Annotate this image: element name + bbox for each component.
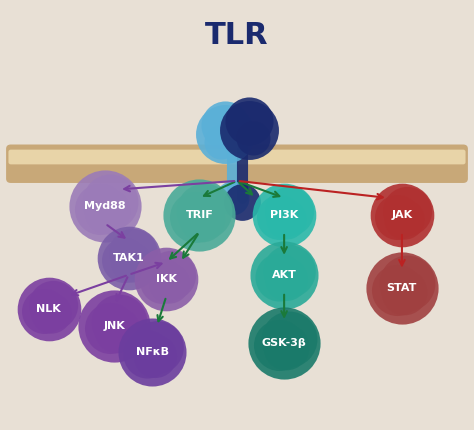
- Point: [401, 289, 408, 295]
- Point: [45, 306, 52, 313]
- Text: IKK: IKK: [156, 274, 177, 284]
- Point: [403, 280, 410, 287]
- Point: [245, 126, 253, 133]
- Point: [398, 212, 406, 218]
- Point: [106, 199, 114, 206]
- Point: [280, 212, 288, 218]
- Point: [401, 216, 408, 223]
- Point: [221, 130, 229, 137]
- Point: [144, 350, 151, 357]
- Point: [217, 139, 224, 146]
- Point: [285, 335, 292, 342]
- Point: [228, 194, 236, 201]
- Point: [163, 276, 170, 283]
- Text: JAK: JAK: [392, 210, 412, 220]
- Text: NFκB: NFκB: [136, 347, 169, 357]
- Point: [283, 344, 290, 351]
- Point: [113, 327, 120, 334]
- Point: [165, 280, 173, 287]
- Point: [403, 207, 410, 214]
- Point: [148, 348, 156, 355]
- Point: [275, 214, 283, 221]
- Point: [101, 203, 109, 210]
- Text: AKT: AKT: [272, 270, 297, 280]
- Point: [115, 318, 123, 325]
- Point: [111, 322, 118, 329]
- Point: [250, 135, 257, 141]
- Point: [280, 271, 288, 278]
- Point: [191, 214, 199, 221]
- Point: [238, 199, 246, 206]
- Point: [200, 207, 208, 214]
- FancyBboxPatch shape: [6, 144, 468, 183]
- Point: [393, 286, 401, 293]
- Point: [280, 340, 288, 347]
- Point: [97, 205, 104, 212]
- Point: [167, 271, 175, 278]
- Text: Myd88: Myd88: [84, 202, 126, 212]
- Point: [398, 284, 406, 291]
- Point: [285, 207, 292, 214]
- Point: [275, 342, 283, 349]
- Text: JNK: JNK: [104, 321, 125, 331]
- Point: [393, 214, 401, 221]
- Point: [283, 276, 290, 283]
- Point: [275, 273, 283, 280]
- Text: TAK1: TAK1: [113, 253, 145, 263]
- Point: [49, 301, 57, 308]
- Point: [285, 267, 292, 274]
- Point: [127, 258, 135, 265]
- Point: [195, 212, 203, 218]
- FancyBboxPatch shape: [9, 150, 465, 164]
- Point: [47, 310, 55, 317]
- Text: TLR: TLR: [205, 21, 269, 50]
- Point: [245, 117, 253, 124]
- Text: STAT: STAT: [387, 283, 417, 293]
- Point: [158, 278, 165, 285]
- Text: TRIF: TRIF: [185, 210, 213, 220]
- Text: NLK: NLK: [36, 304, 61, 314]
- Point: [104, 207, 111, 214]
- Point: [221, 122, 229, 129]
- Text: GSK-3β: GSK-3β: [262, 338, 307, 348]
- Point: [120, 256, 128, 263]
- Point: [283, 216, 290, 223]
- Point: [40, 308, 47, 315]
- Point: [106, 325, 114, 332]
- Point: [151, 353, 158, 359]
- Point: [125, 254, 132, 261]
- Point: [153, 344, 161, 351]
- Text: PI3K: PI3K: [270, 210, 298, 220]
- Point: [129, 250, 137, 257]
- Point: [198, 216, 205, 223]
